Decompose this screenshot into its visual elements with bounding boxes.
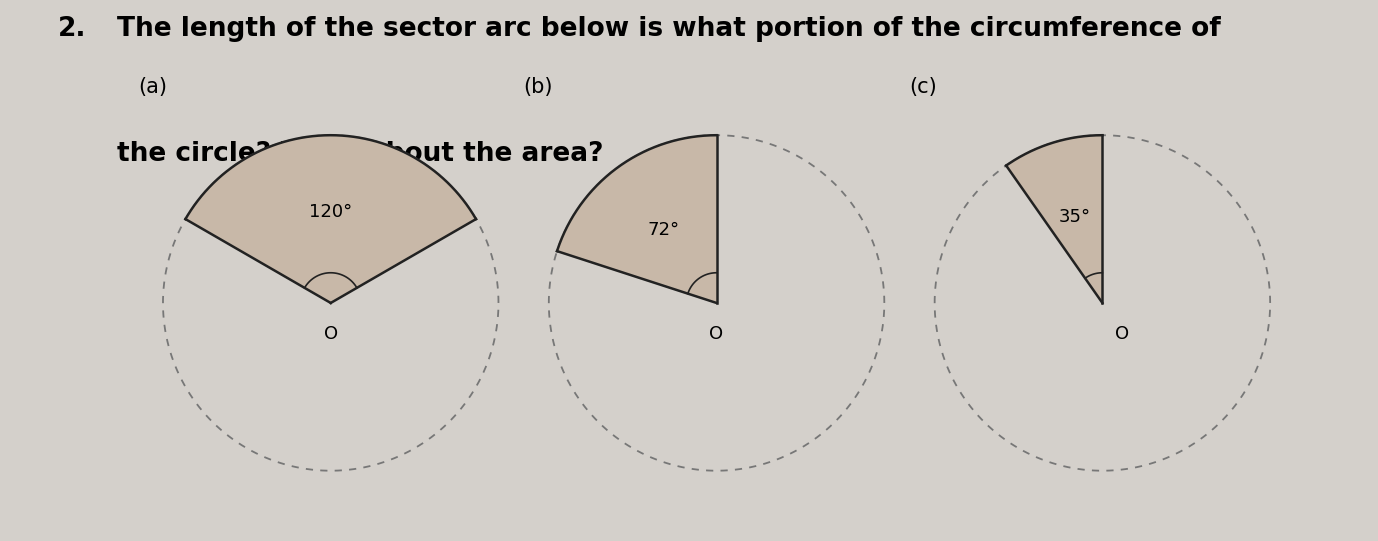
Text: 35°: 35° [1060, 208, 1091, 226]
Text: O: O [1115, 325, 1130, 343]
Text: O: O [324, 325, 338, 343]
Text: 120°: 120° [309, 203, 353, 221]
Polygon shape [1006, 135, 1102, 303]
Polygon shape [186, 135, 475, 303]
Text: (b): (b) [524, 77, 553, 97]
Text: O: O [710, 325, 723, 343]
Text: the circle? What about the area?: the circle? What about the area? [117, 141, 604, 167]
Text: (a): (a) [138, 77, 167, 97]
Polygon shape [557, 135, 717, 303]
Text: 2.: 2. [58, 16, 87, 42]
Text: 72°: 72° [648, 221, 679, 239]
Text: (c): (c) [909, 77, 937, 97]
Text: The length of the sector arc below is what portion of the circumference of: The length of the sector arc below is wh… [117, 16, 1221, 42]
